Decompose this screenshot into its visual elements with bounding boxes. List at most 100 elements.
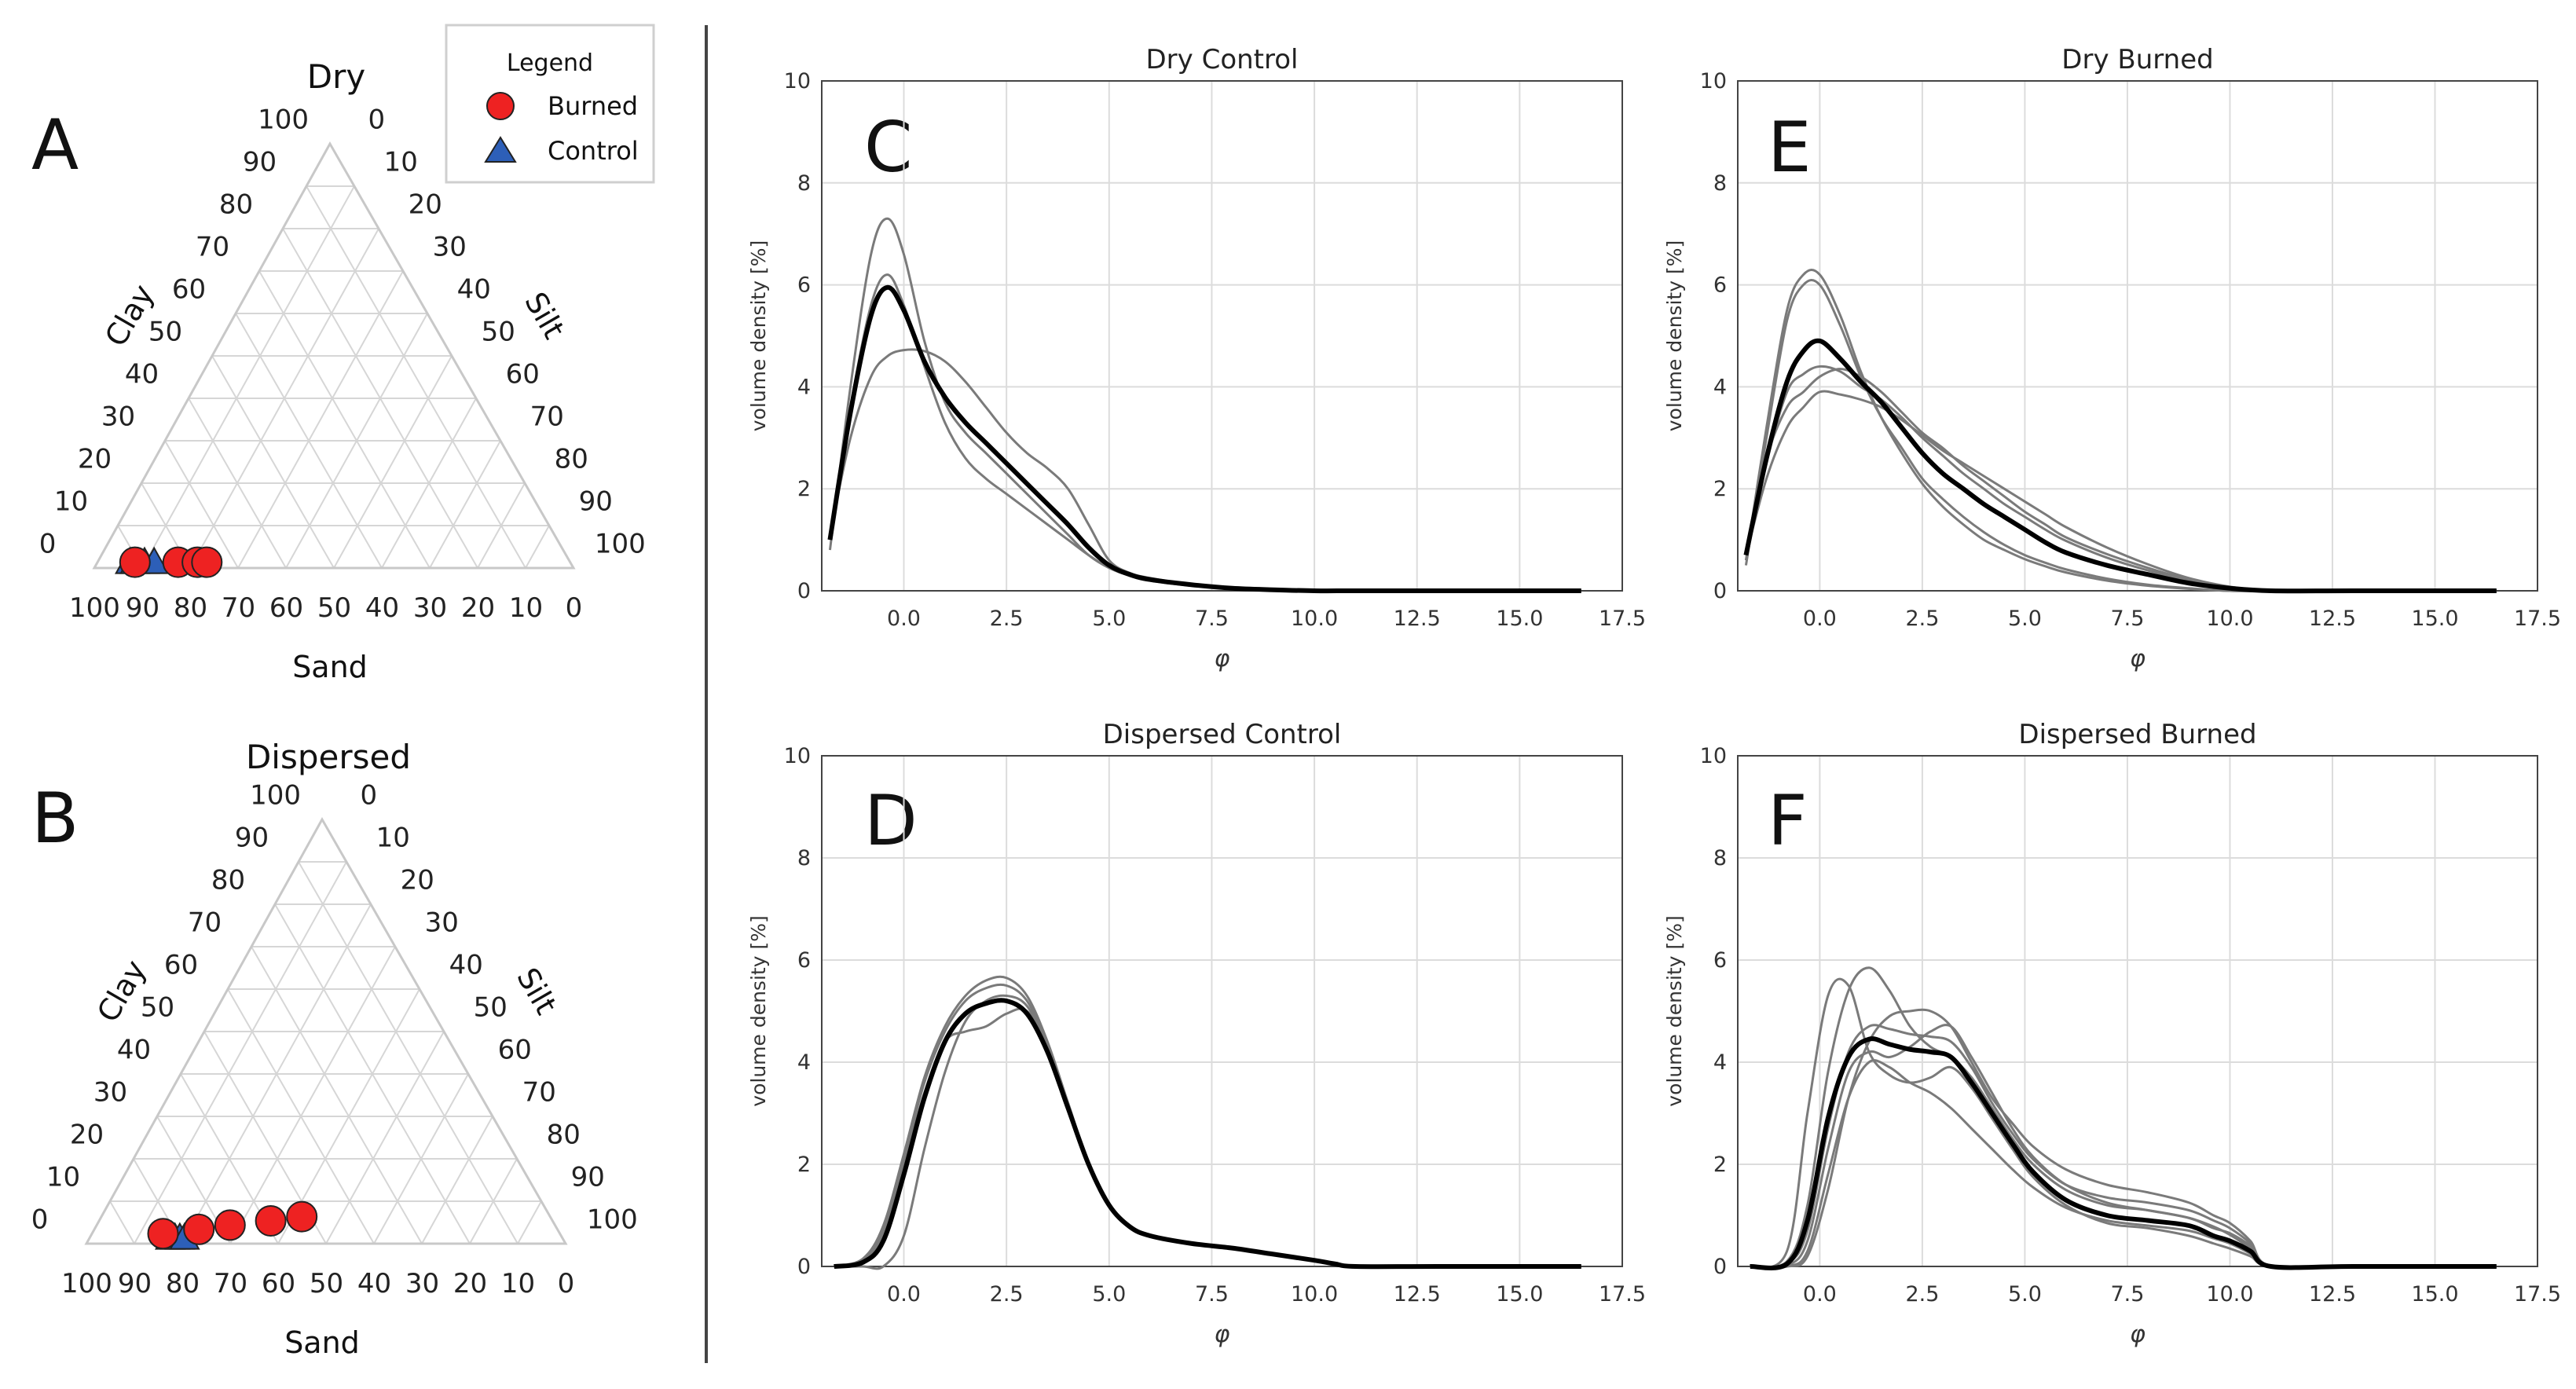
sample-series-line: [1744, 279, 2497, 592]
plot-frame: [821, 755, 1623, 1267]
x-tick-label: 15.0: [2411, 607, 2458, 631]
sand-tick-label: 100: [61, 1268, 112, 1299]
ternary-gridline: [237, 270, 404, 569]
silt-tick-label: 40: [457, 273, 491, 305]
clay-tick-label: 80: [211, 865, 245, 896]
panel-letter-b: B: [31, 778, 79, 859]
silt-tick-label: 50: [482, 316, 515, 347]
ternary-gridline: [282, 228, 478, 569]
sand-tick-label: 0: [558, 1268, 575, 1299]
burned-point: [147, 1218, 179, 1250]
panel-letter-e: E: [1768, 107, 1812, 188]
x-tick-label: 0.0: [1803, 607, 1837, 631]
silt-tick-label: 40: [449, 949, 483, 980]
clay-tick-label: 70: [188, 907, 222, 939]
y-tick-label: 8: [1713, 846, 1727, 870]
sample-series-line: [1750, 1024, 2497, 1270]
x-tick-label: 12.5: [1394, 1282, 1441, 1307]
silt-tick-label: 30: [425, 907, 459, 938]
x-tick-label: 15.0: [1496, 1282, 1543, 1307]
x-tick-label: 2.5: [990, 1282, 1024, 1307]
ternary-gridline: [141, 185, 355, 569]
x-tick-label: 7.5: [2110, 607, 2144, 631]
burned-point: [119, 546, 151, 578]
clay-tick-label: 10: [54, 486, 88, 518]
ternary-gridline: [325, 1031, 445, 1244]
chart-title: Dispersed Control: [1103, 719, 1342, 750]
x-tick-label: 7.5: [1195, 607, 1229, 631]
chart-title: Dry Burned: [2061, 44, 2213, 75]
y-tick-label: 4: [1713, 375, 1727, 399]
clay-tick-label: 40: [125, 359, 159, 390]
burned-point: [183, 1213, 215, 1245]
silt-tick-label: 50: [474, 991, 508, 1023]
y-tick-label: 2: [1713, 1153, 1727, 1177]
x-tick-label: 17.5: [2514, 607, 2561, 631]
clay-tick-label: 100: [258, 104, 309, 136]
ternary-gridline: [517, 1200, 542, 1244]
ternary-gridline: [164, 440, 239, 569]
clay-tick-label: 60: [172, 274, 206, 306]
sample-series-line: [1750, 977, 2497, 1269]
ternary-title: Dry: [307, 57, 365, 96]
x-tick-label: 5.0: [2008, 607, 2042, 631]
silt-tick-label: 10: [376, 822, 410, 853]
clay-tick-label: 50: [148, 317, 182, 348]
x-axis-label: φ: [2130, 645, 2145, 673]
chart-dispersed-burned: F 0.0 2.5 5.0 7.5 10.0 12.5 15.0 17.5 0 2 4 6 8 10 Dis…: [1663, 719, 2561, 1348]
y-tick-label: 4: [797, 1050, 811, 1075]
x-tick-label: 7.5: [2110, 1282, 2144, 1307]
plot-frame: [1737, 755, 2538, 1267]
legend-control-marker: [484, 136, 517, 163]
mean-series-line: [1750, 1036, 2497, 1270]
y-tick-label: 6: [1713, 948, 1727, 973]
y-tick-label: 6: [797, 273, 811, 298]
plot-frame: [1737, 80, 2538, 592]
y-tick-label: 0: [797, 1255, 811, 1279]
clay-tick-label: 80: [219, 189, 253, 221]
x-tick-label: 15.0: [2411, 1282, 2458, 1307]
ternary-gridline: [258, 270, 431, 569]
sand-tick-label: 70: [222, 592, 255, 624]
silt-tick-label: 0: [368, 104, 385, 135]
clay-tick-label: 50: [141, 992, 174, 1024]
sand-tick-label: 80: [174, 592, 207, 624]
silt-tick-label: 90: [579, 486, 613, 517]
legend-control-label: Control: [548, 136, 639, 166]
chart-dispersed-control: D 0.0 2.5 5.0 7.5 10.0 12.5 15.0 17.5 0 2 4 6 8 10 Dis…: [747, 719, 1646, 1348]
clay-tick-label: 20: [78, 444, 112, 475]
ternary-gridline: [211, 355, 335, 569]
x-tick-label: 2.5: [990, 607, 1024, 631]
silt-tick-label: 60: [506, 358, 540, 390]
sand-tick-label: 90: [118, 1268, 152, 1299]
ternary-gridline: [274, 903, 471, 1244]
ternary-gridline: [298, 861, 518, 1244]
silt-tick-label: 100: [587, 1204, 638, 1235]
ternary-gridline: [525, 525, 550, 569]
clay-tick-label: 40: [117, 1035, 151, 1066]
clay-tick-label: 10: [46, 1162, 80, 1193]
sand-tick-label: 30: [413, 592, 447, 624]
x-tick-label: 10.0: [1291, 1282, 1338, 1307]
plot-frame: [821, 80, 1623, 592]
y-tick-label: 8: [1713, 171, 1727, 196]
y-tick-label: 10: [784, 69, 811, 93]
ternary-gridline: [251, 946, 423, 1244]
x-tick-label: 10.0: [1291, 607, 1338, 631]
sand-tick-label: 20: [453, 1268, 487, 1299]
ternary-plot-area: 1009080706050403020100010203040506070809…: [31, 779, 638, 1299]
burned-point: [255, 1205, 287, 1237]
ternary-gridline: [333, 355, 453, 569]
x-tick-label: 15.0: [1496, 607, 1543, 631]
silt-tick-label: 100: [595, 528, 646, 559]
clay-tick-label: 30: [93, 1077, 127, 1109]
ternary-plot-area: 1009080706050403020100010203040506070809…: [39, 104, 646, 624]
silt-tick-label: 20: [401, 864, 434, 896]
ternary-gridline: [181, 903, 372, 1244]
y-tick-label: 10: [1700, 744, 1727, 768]
x-tick-label: 7.5: [1195, 1282, 1229, 1307]
sand-tick-label: 70: [214, 1268, 247, 1299]
x-tick-label: 17.5: [1599, 1282, 1646, 1307]
ternary-gridline: [134, 861, 347, 1244]
sand-axis-label: Sand: [284, 1325, 360, 1360]
